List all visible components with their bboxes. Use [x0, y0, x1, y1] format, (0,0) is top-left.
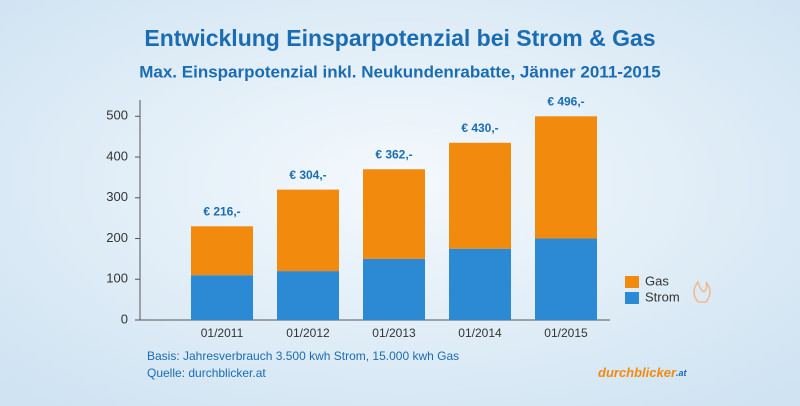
bar-segment	[449, 142, 511, 249]
logo-suffix: .at	[676, 368, 688, 378]
logo-name: durchblicker	[598, 365, 677, 380]
x-tick-label: 01/2011	[201, 326, 244, 340]
y-tick-label: 100	[106, 271, 128, 286]
annotation: € 216,-	[203, 204, 240, 218]
bar-segment	[191, 226, 253, 276]
chart-subtitle: Max. Einsparpotenzial inkl. Neukundenrab…	[139, 62, 661, 81]
legend-label: Gas	[645, 273, 669, 288]
y-tick-label: 300	[106, 189, 128, 204]
note: Basis: Jahresverbrauch 3.500 kwh Strom, …	[147, 349, 459, 363]
bar-segment	[277, 271, 339, 320]
legend-label: Strom	[645, 289, 680, 304]
chart-title: Entwicklung Einsparpotenzial bei Strom &…	[144, 25, 655, 51]
legend-swatch	[625, 276, 639, 288]
bar-segment	[449, 248, 511, 320]
x-tick-label: 01/2013	[372, 326, 416, 340]
bar-segment	[363, 169, 425, 259]
logo: durchblicker.at	[598, 365, 688, 380]
y-tick-label: 500	[106, 108, 128, 123]
x-tick-label: 01/2014	[458, 326, 502, 340]
bar-segment	[277, 189, 339, 272]
bar-segment	[363, 258, 425, 320]
annotation: € 496,-	[547, 94, 584, 108]
bar-segment	[535, 238, 597, 320]
x-tick-label: 01/2015	[544, 326, 588, 340]
legend-swatch	[625, 292, 639, 304]
annotation: € 430,-	[461, 121, 498, 135]
x-tick-label: 01/2012	[286, 326, 330, 340]
note: Quelle: durchblicker.at	[147, 366, 266, 380]
bar-segment	[191, 275, 253, 320]
y-tick-label: 200	[106, 230, 128, 245]
y-tick-label: 0	[121, 311, 128, 326]
flame-icon	[693, 280, 711, 303]
y-tick-label: 400	[106, 148, 128, 163]
annotation: € 362,-	[375, 147, 412, 161]
annotation: € 304,-	[289, 168, 326, 182]
bar-segment	[535, 116, 597, 239]
